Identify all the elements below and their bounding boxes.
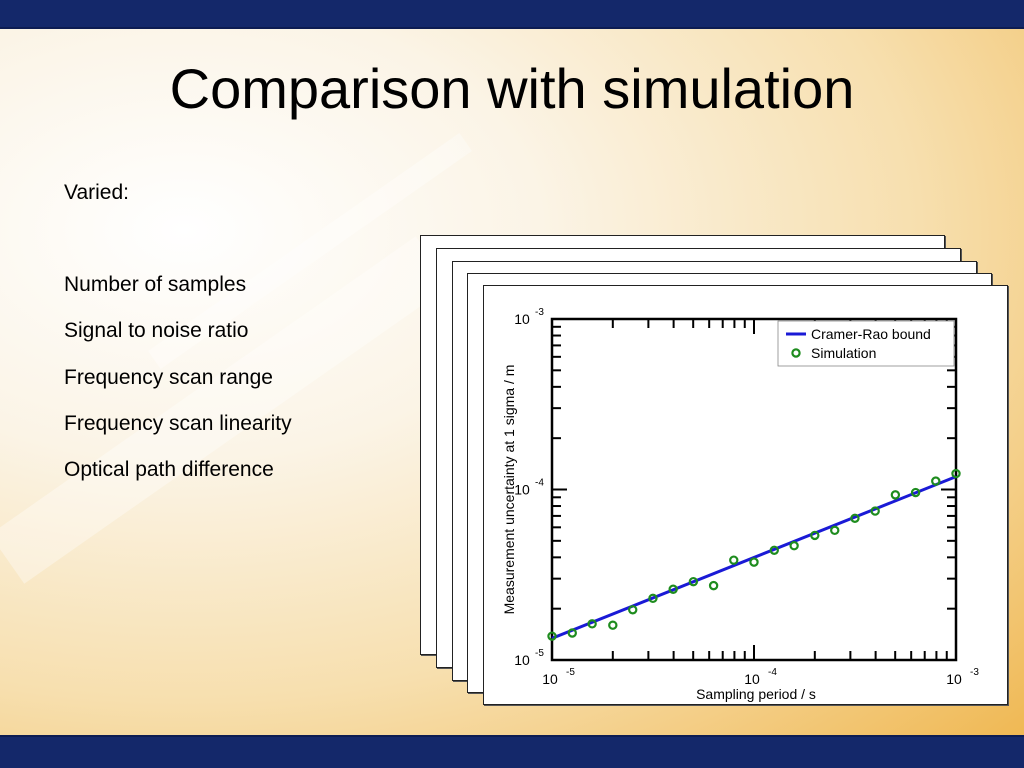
simulation-point	[547, 631, 557, 641]
y-axis-label: Measurement uncertainty at 1 sigma / m	[501, 365, 517, 615]
x-tick-label: 10	[946, 671, 962, 687]
y-tick-exponent: -4	[535, 478, 544, 489]
y-tick-exponent: -3	[535, 307, 544, 318]
legend: Cramer-Rao bound Simulation	[777, 320, 955, 367]
simulation-point	[810, 530, 820, 541]
simulation-point	[608, 620, 618, 630]
y-tick-label: 10	[514, 482, 530, 498]
legend-label: Simulation	[811, 345, 876, 361]
simulation-point	[890, 490, 901, 500]
simulation-point	[931, 476, 941, 486]
list-item: Optical path difference	[64, 458, 274, 482]
simulation-point	[850, 513, 860, 523]
simulation-point	[870, 506, 880, 516]
x-tick-label: 10	[542, 671, 558, 687]
simulation-point	[628, 605, 638, 615]
simulation-point	[769, 545, 779, 555]
simulation-point	[951, 468, 961, 479]
simulation-point	[587, 619, 597, 629]
x-tick-exponent: -4	[768, 667, 777, 678]
varied-list: Number of samples Signal to noise ratio …	[64, 270, 292, 501]
simulation-point	[668, 584, 678, 594]
x-tick-exponent: -3	[970, 667, 979, 678]
chart: 10 -5 10 -4 10 -3 10 -5 10 -4 10 -3 Sampling period …	[501, 307, 979, 702]
intro-text: Varied:	[64, 181, 129, 204]
simulation-point	[708, 580, 719, 591]
x-tick-exponent: -5	[566, 667, 575, 678]
simulation-point	[729, 555, 739, 565]
plot-frame	[550, 317, 958, 662]
y-tick-label: 10	[514, 652, 530, 668]
x-tick-label: 10	[744, 671, 760, 687]
top-band	[0, 0, 1024, 29]
list-item: Number of samples	[64, 273, 247, 296]
legend-swatch-marker	[791, 348, 801, 358]
list-item: Frequency scan linearity	[64, 411, 292, 435]
legend-label: Cramer-Rao bound	[811, 326, 931, 342]
simulation-point	[749, 557, 759, 567]
bottom-band	[0, 735, 1024, 768]
x-axis-label: Sampling period / s	[696, 686, 816, 702]
y-tick-label: 10	[514, 311, 530, 327]
simulation-point	[648, 593, 658, 604]
simulation-point	[910, 487, 921, 498]
legend-box	[777, 320, 955, 367]
simulation-point	[830, 525, 840, 536]
simulation-point	[567, 628, 577, 638]
simulation-point	[789, 541, 799, 551]
slide-title: Comparison with simulation	[169, 57, 855, 120]
list-item: Signal to noise ratio	[64, 319, 249, 343]
y-tick-exponent: -5	[535, 648, 544, 659]
list-item: Frequency scan range	[64, 365, 273, 389]
simulation-point	[688, 576, 699, 587]
